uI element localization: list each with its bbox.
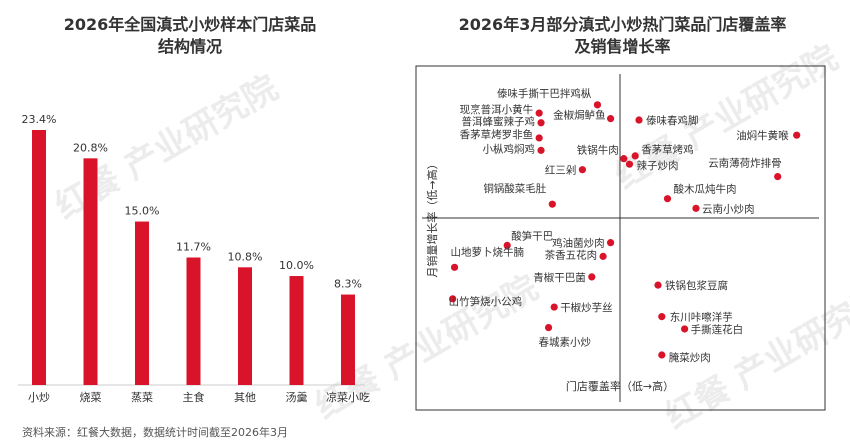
scatter-point: [793, 131, 801, 139]
scatter-point: [450, 263, 459, 271]
bar-chart-title: 2026年全国滇式小炒样本门店菜品 结构情况: [20, 14, 360, 58]
scatter-point-label: 茶香五花肉: [545, 248, 598, 261]
bar-category-label: 凉菜小吃: [326, 390, 370, 404]
scatter-point-label: 铁锅牛肉: [577, 144, 619, 157]
scatter-point: [635, 116, 643, 124]
scatter-point-label: 云南小炒肉: [702, 202, 755, 215]
scatter-point: [620, 155, 628, 163]
bar-category-label: 汤羹: [286, 390, 308, 404]
bar-value-label: 20.8%: [73, 141, 108, 154]
scatter-point: [607, 115, 615, 123]
scatter-point: [537, 119, 545, 127]
bar: [83, 158, 98, 385]
bar: [289, 276, 304, 385]
scatter-point: [631, 152, 639, 160]
bar-value-label: 10.8%: [228, 250, 263, 263]
bar: [186, 257, 201, 385]
scatter-point: [449, 295, 457, 303]
source-note: 资料来源：红餐大数据，数据统计时间截至2026年3月: [22, 426, 288, 439]
scatter-point-label: 小枞鸡焖鸡: [483, 142, 536, 155]
scatter-point-label: 鸡油菌炒肉: [552, 237, 605, 250]
bar-category-label: 蒸菜: [131, 391, 153, 404]
scatter-point: [663, 195, 672, 203]
scatter-point: [578, 166, 587, 174]
scatter-point: [658, 351, 666, 359]
bar-value-label: 10.0%: [279, 259, 314, 272]
bar-chart-title-line: 2026年全国滇式小炒样本门店菜品: [63, 15, 317, 34]
scatter-point-label: 铜锅酸菜毛肚: [483, 182, 546, 195]
scatter-point-label: 油焖牛黄喉: [736, 129, 789, 142]
scatter-point: [774, 173, 782, 181]
scatter-point: [544, 324, 553, 332]
scatter-point-label: 香茅草烤罗非鱼: [460, 128, 534, 141]
scatter-point-label: 辣子炒肉: [637, 159, 679, 172]
bar: [238, 267, 252, 385]
scatter-point-label: 春城素小炒: [539, 336, 592, 349]
bar-value-label: 15.0%: [125, 205, 160, 218]
scatter-point-label: 东川咔嚓洋芋: [670, 311, 733, 324]
scatter-point-label: 酸笋干巴: [511, 229, 553, 242]
bar-value-label: 8.3%: [334, 278, 362, 291]
scatter-point: [593, 101, 602, 109]
scatter-point: [599, 252, 607, 260]
scatter-point-label: 腌菜炒肉: [669, 351, 711, 364]
bar-chart-title-line: 结构情况: [157, 37, 222, 56]
scatter-frame: [415, 65, 826, 411]
scatter-point: [658, 313, 666, 321]
scatter-point-label: 云南薄荷炸排骨: [708, 157, 782, 170]
scatter-point: [535, 109, 543, 117]
scatter-point-label: 酸木瓜炖牛肉: [674, 183, 737, 196]
scatter-point-label: 傣味手撕干巴拌鸡枞: [497, 87, 592, 100]
scatter-point-label: 青椒干巴菌: [533, 271, 586, 284]
scatter-chart-title-line: 及销售增长率: [574, 37, 671, 56]
scatter-point-label: 山地萝卜烧牛腩: [451, 245, 525, 258]
bar-category-label: 小炒: [28, 391, 50, 404]
scatter-point: [550, 303, 558, 311]
scatter-point-label: 山竹笋烧小公鸡: [449, 295, 523, 308]
bar: [32, 130, 46, 385]
scatter-point: [692, 204, 700, 212]
bar-value-label: 11.7%: [176, 241, 211, 254]
scatter-x-label: 门店覆盖率（低→高）: [566, 379, 674, 393]
scatter-point: [537, 146, 545, 154]
scatter-point-label: 铁锅包浆豆腐: [665, 279, 728, 292]
scatter-point: [607, 239, 615, 247]
scatter-y-label: 月销量增长率（低→高）: [425, 158, 439, 277]
scatter-chart-title-line: 2026年3月部分滇式小炒热门菜品门店覆盖率: [458, 15, 787, 34]
bar: [135, 221, 149, 385]
scatter-point: [535, 134, 543, 142]
scatter-point-label: 现烹普洱小黄牛: [460, 103, 534, 116]
bar-category-label: 烧菜: [80, 391, 102, 404]
bar-category-label: 主食: [183, 390, 205, 404]
scatter-point: [681, 325, 689, 333]
bar-value-label: 23.4%: [22, 113, 57, 126]
scatter-point: [625, 160, 634, 168]
scatter-point-label: 干椒炒芋丝: [560, 301, 613, 314]
scatter-point: [588, 273, 596, 281]
scatter-chart-title: 2026年3月部分滇式小炒热门菜品门店覆盖率 及销售增长率: [405, 14, 840, 58]
scatter-point-label: 普洱蜂蜜辣子鸡: [462, 115, 536, 128]
scatter-point-label: 手撕莲花白: [691, 323, 744, 336]
bar: [341, 294, 355, 385]
scatter-point-label: 傣味春鸡脚: [646, 114, 699, 127]
scatter-point: [654, 281, 662, 289]
bar-category-label: 其他: [234, 391, 256, 404]
scatter-point-label: 香茅草烤鸡: [641, 143, 694, 156]
scatter-point-label: 红三剁: [545, 164, 577, 177]
scatter-point-label: 金椒焗鲈鱼: [553, 109, 606, 122]
scatter-point: [503, 241, 511, 249]
scatter-point: [548, 200, 556, 208]
